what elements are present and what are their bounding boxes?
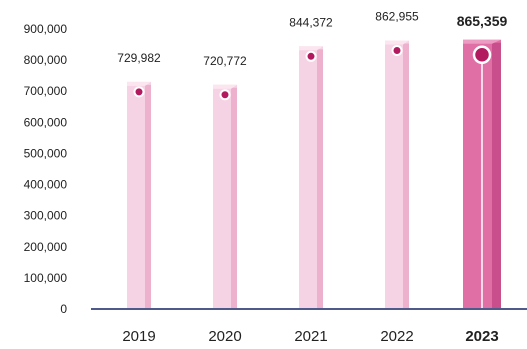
bar-top [127, 81, 151, 86]
bar-group: 865,359 [457, 13, 508, 310]
x-tick-label: 2023 [465, 328, 498, 345]
bar-side [492, 42, 501, 310]
y-tick-label: 0 [60, 302, 67, 316]
bar-top [385, 40, 409, 45]
bar-group: 729,982 [117, 51, 161, 309]
bar-group: 844,372 [289, 15, 333, 309]
value-marker [219, 89, 231, 101]
data-label: 729,982 [117, 51, 161, 65]
x-tick-label: 2021 [294, 328, 327, 345]
y-axis: 0 100,000 200,000 300,000 400,000 500,000 600,… [24, 22, 68, 316]
y-tick-label: 800,000 [24, 53, 68, 67]
y-tick-label: 500,000 [24, 146, 68, 160]
x-axis-ticks: 2019 2020 2021 2022 2023 [122, 328, 498, 345]
y-tick-label: 900,000 [24, 22, 68, 36]
y-tick-label: 300,000 [24, 209, 68, 223]
bar-group: 720,772 [203, 54, 247, 309]
data-label: 844,372 [289, 15, 333, 29]
y-tick-label: 400,000 [24, 178, 68, 192]
y-tick-label: 100,000 [24, 271, 68, 285]
data-label: 865,359 [457, 13, 508, 29]
bar-group: 862,955 [375, 10, 419, 309]
bars: 729,982 720,772 844,372 862,955 865,359 [117, 10, 508, 310]
x-tick-label: 2019 [122, 328, 155, 345]
bar-side [403, 43, 409, 309]
y-tick-label: 600,000 [24, 115, 68, 129]
x-tick-label: 2020 [208, 328, 241, 345]
bar-top [299, 46, 323, 51]
y-tick-label: 200,000 [24, 240, 68, 254]
value-marker [133, 86, 145, 98]
data-label: 720,772 [203, 54, 247, 68]
value-marker [391, 45, 403, 57]
bar-side [145, 84, 151, 309]
value-marker [305, 50, 317, 62]
y-tick-label: 700,000 [24, 84, 68, 98]
x-tick-label: 2022 [380, 328, 413, 345]
value-marker [472, 45, 492, 65]
bar-top [213, 84, 237, 89]
data-label: 862,955 [375, 10, 419, 24]
bar-side [317, 49, 323, 309]
bar-side [231, 87, 237, 309]
bar-top [463, 39, 501, 44]
